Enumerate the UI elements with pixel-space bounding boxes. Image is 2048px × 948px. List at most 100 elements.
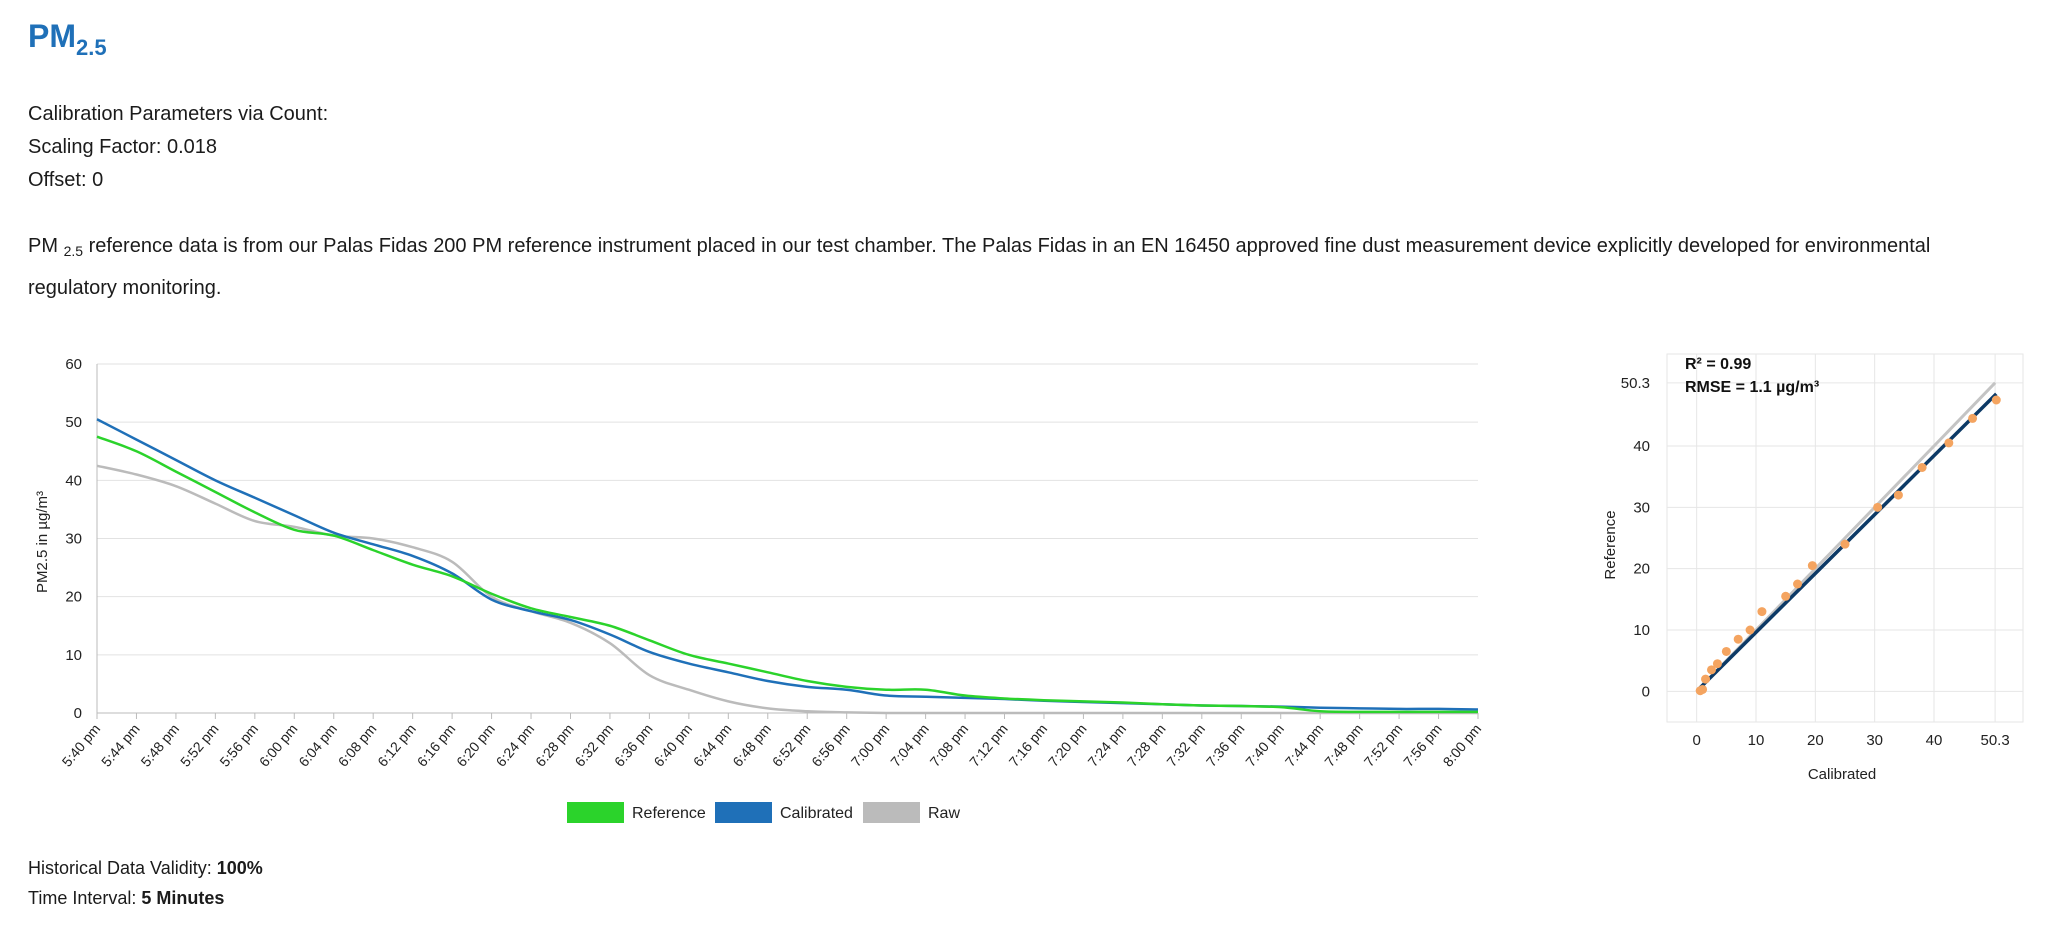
scatter-point [1944, 438, 1954, 448]
scatter-x-tick-label: 30 [1866, 732, 1883, 749]
scatter-lines [1695, 381, 1998, 693]
timeseries-x-tick-label: 5:52 pm [177, 721, 222, 770]
timeseries-y-tick-label: 0 [74, 705, 82, 722]
timeseries-x-tick-label: 6:16 pm [414, 721, 459, 770]
scatter-point [1698, 684, 1708, 694]
timeseries-x-tick-label: 7:20 pm [1045, 721, 1090, 770]
timeseries-x-tick-label: 7:44 pm [1282, 721, 1327, 770]
scatter-point [1893, 490, 1903, 500]
timeseries-grid [96, 363, 1478, 714]
time-interval-value: 5 Minutes [141, 888, 225, 908]
timeseries-x-tick-label: 6:20 pm [453, 721, 498, 770]
scatter-point [1745, 625, 1755, 635]
timeseries-x-tick-label: 7:12 pm [966, 721, 1011, 770]
scatter-point [1781, 591, 1791, 601]
legend-label-calibrated: Calibrated [780, 805, 853, 822]
timeseries-x-tick-label: 6:28 pm [532, 721, 577, 770]
timeseries-x-tick-label: 6:00 pm [256, 721, 301, 770]
scatter-point [1968, 413, 1978, 423]
timeseries-x-tick-label: 7:24 pm [1084, 721, 1129, 770]
scatter-r2-annotation: R² = 0.99 [1685, 356, 1751, 373]
scatter-x-label: Calibrated [1808, 766, 1876, 783]
scatter-y-tick-label: 0 [1642, 683, 1650, 700]
legend-label-raw: Raw [928, 805, 960, 822]
timeseries-y-label: PM2.5 in µg/m³ [34, 491, 51, 593]
scatter-y-tick-label: 10 [1633, 622, 1650, 639]
timeseries-y-tick-label: 20 [65, 589, 82, 606]
timeseries-y-tick-label: 30 [65, 531, 82, 548]
scatter-point [1712, 659, 1722, 669]
legend-swatch-raw [863, 802, 920, 823]
calibration-parameters: Calibration Parameters via Count: Scalin… [28, 98, 328, 197]
scatter-point [1807, 561, 1817, 571]
timeseries-x-tick-label: 7:40 pm [1242, 721, 1287, 770]
timeseries-x-tick-label: 6:48 pm [729, 721, 774, 770]
scaling-factor: Scaling Factor: 0.018 [28, 136, 217, 158]
timeseries-x-tick-label: 6:56 pm [808, 721, 853, 770]
scatter-point [1733, 634, 1743, 644]
timeseries-x-tick-label: 6:04 pm [295, 721, 340, 770]
legend-label-reference: Reference [632, 805, 706, 822]
timeseries-y-tick-label: 60 [65, 356, 82, 373]
timeseries-x-tick-label: 7:56 pm [1400, 721, 1445, 770]
scatter-point [1840, 539, 1850, 549]
timeseries-series [96, 418, 1479, 715]
timeseries-legend: Reference Calibrated Raw [567, 802, 960, 823]
timeseries-x-tick-label: 5:40 pm [59, 721, 104, 770]
scatter-x-tick-label: 10 [1748, 732, 1765, 749]
reference-description: PM 2.5 reference data is from our Palas … [28, 235, 1931, 299]
timeseries-x-tick-label: 5:48 pm [137, 721, 182, 770]
scatter-y-tick-label: 40 [1633, 438, 1650, 455]
timeseries-x-tick-label: 6:44 pm [690, 721, 735, 770]
scatter-x-tick-label: 40 [1926, 732, 1943, 749]
timeseries-x-tick-label: 7:08 pm [927, 721, 972, 770]
timeseries-x-tick-label: 6:36 pm [611, 721, 656, 770]
series-line-calibrated [96, 418, 1479, 711]
timeseries-x-tick-label: 7:32 pm [1163, 721, 1208, 770]
timeseries-x-ticks: 5:40 pm5:44 pm5:48 pm5:52 pm5:56 pm6:00 … [59, 713, 1485, 770]
calibration-heading: Calibration Parameters via Count: [28, 103, 329, 125]
scatter-y-tick-label: 50.3 [1621, 375, 1650, 392]
timeseries-x-tick-label: 5:44 pm [98, 721, 143, 770]
scatter-point [1873, 502, 1883, 512]
scatter-point [1721, 646, 1731, 656]
timeseries-x-tick-label: 7:28 pm [1124, 721, 1169, 770]
timeseries-x-tick-label: 6:08 pm [335, 721, 380, 770]
timeseries-x-tick-label: 7:52 pm [1361, 721, 1406, 770]
scatter-x-tick-label: 20 [1807, 732, 1824, 749]
timeseries-x-tick-label: 5:56 pm [216, 721, 261, 770]
timeseries-y-tick-label: 40 [65, 472, 82, 489]
series-line-reference [96, 435, 1478, 714]
scatter-points [1695, 395, 2001, 696]
scatter-point [1991, 395, 2001, 405]
footer-info: Historical Data Validity: 100% Time Inte… [28, 853, 263, 913]
timeseries-x-tick-label: 8:00 pm [1440, 721, 1485, 770]
timeseries-chart: 0 10 20 30 40 50 60 5:40 pm5:44 pm5:48 pm5:52 … [34, 356, 1485, 823]
timeseries-x-tick-label: 6:52 pm [769, 721, 814, 770]
scatter-y-tick-label: 20 [1633, 561, 1650, 578]
data-validity-value: 100% [216, 858, 263, 878]
scatter-ticks: 0 10 20 30 40 50.3 0 10 20 30 40 50.3 [1621, 375, 2010, 749]
scatter-point [1757, 607, 1767, 617]
scatter-y-tick-label: 30 [1633, 499, 1650, 516]
scatter-point [1917, 462, 1927, 472]
timeseries-y-ticks: 0 10 20 30 40 50 60 [65, 356, 82, 722]
scatter-grid [1666, 353, 2024, 723]
legend-swatch-calibrated [715, 802, 772, 823]
scatter-plot-area [1666, 353, 2024, 723]
timeseries-x-tick-label: 7:48 pm [1321, 721, 1366, 770]
scatter-point [1701, 674, 1711, 684]
data-validity: Historical Data Validity: 100% [28, 858, 263, 878]
timeseries-x-tick-label: 7:16 pm [1005, 721, 1050, 770]
timeseries-x-tick-label: 6:40 pm [650, 721, 695, 770]
time-interval: Time Interval: 5 Minutes [28, 888, 225, 908]
scatter-y-label: Reference [1602, 510, 1619, 579]
offset: Offset: 0 [28, 169, 104, 191]
timeseries-x-tick-label: 6:32 pm [571, 721, 616, 770]
timeseries-y-tick-label: 10 [65, 647, 82, 664]
page-title: PM2.5 [28, 18, 107, 60]
scatter-rmse-annotation: RMSE = 1.1 µg/m³ [1685, 379, 1819, 396]
scatter-point [1793, 579, 1803, 589]
timeseries-x-tick-label: 6:12 pm [374, 721, 419, 770]
timeseries-y-tick-label: 50 [65, 414, 82, 431]
